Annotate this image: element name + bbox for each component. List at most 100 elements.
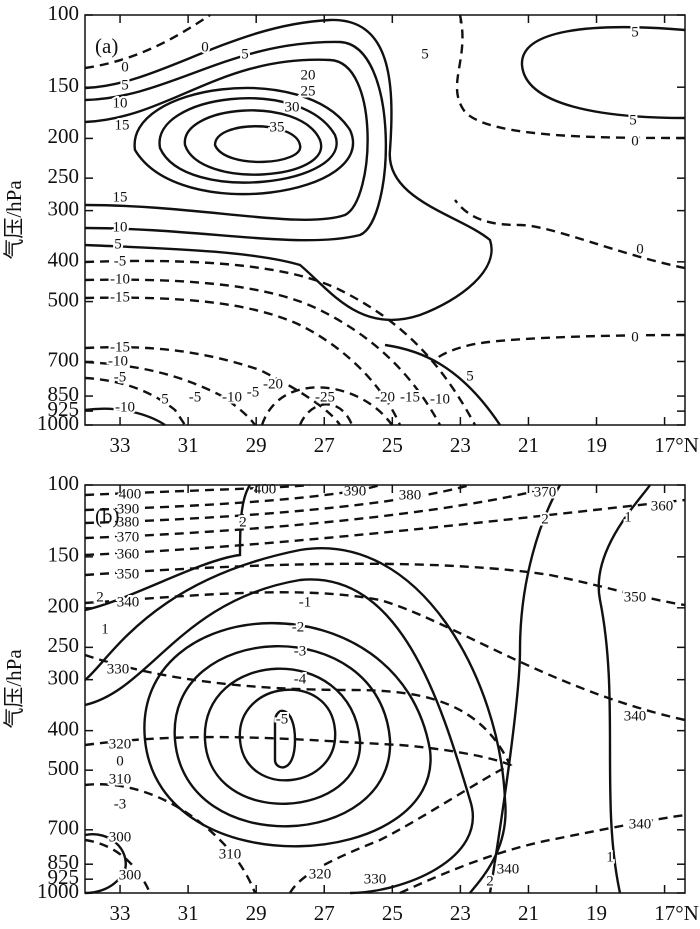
y-tick-label: 500 [48, 756, 80, 780]
contour-label: 400 [254, 481, 277, 497]
x-tick-label: 17°N [654, 901, 699, 925]
contour-label: -10 [222, 389, 242, 405]
y-tick-label: 200 [48, 594, 80, 618]
contour-line [84, 40, 388, 242]
contour-line [488, 484, 562, 894]
x-tick-label: 31 [178, 433, 199, 457]
contour-label: -5 [114, 369, 127, 385]
contour-line [273, 709, 297, 769]
y-tick-label: 300 [48, 196, 80, 220]
contour-line [173, 645, 392, 828]
contour-label: 5 [631, 24, 639, 40]
contour-label: 400 [119, 486, 142, 502]
contour-label: 340 [629, 816, 652, 832]
contour-label: 340 [624, 708, 647, 724]
contour-label: 0 [636, 241, 644, 257]
x-tick-label: 33 [110, 901, 131, 925]
contour-label: -5 [247, 384, 260, 400]
contour-line [434, 333, 686, 361]
contour-label: 380 [117, 514, 140, 530]
contour-label: 330 [364, 871, 387, 887]
contour-label: 1 [606, 849, 614, 865]
contour-label: 20 [301, 67, 316, 83]
contour-label: 340 [117, 594, 140, 610]
y-tick-label: 1000 [37, 411, 79, 435]
contour-line [84, 578, 474, 895]
contour-label: 370 [117, 529, 140, 545]
contour-label: 300 [119, 867, 142, 883]
y-tick-label: 200 [48, 124, 80, 148]
contour-line [399, 813, 686, 895]
contour-label: 0 [631, 133, 639, 149]
y-tick-label: 400 [48, 248, 80, 272]
plot-frame [84, 484, 686, 894]
contour-line [520, 26, 686, 120]
contour-label: -15 [400, 389, 420, 405]
x-tick-label: 17°N [654, 433, 699, 457]
y-tick-label: 850 [48, 850, 80, 874]
x-tick-label: 19 [586, 433, 607, 457]
contour-label: 0 [201, 39, 209, 55]
y-tick-label: 925 [48, 397, 80, 421]
contour-line [84, 259, 477, 426]
y-tick-label: 850 [48, 382, 80, 406]
x-tick-label: 31 [178, 901, 199, 925]
panel-label: (b) [95, 504, 120, 528]
contour-label: -4 [294, 671, 307, 687]
contour-label: 2 [541, 511, 549, 527]
contour-line [84, 14, 211, 70]
contour-label: -15 [110, 289, 130, 305]
contour-label: 360 [651, 498, 674, 514]
contour-label: 30 [285, 99, 300, 115]
contour-label: 5 [629, 112, 637, 128]
panel-label: (a) [95, 34, 118, 58]
x-tick-label: 23 [450, 901, 471, 925]
x-tick-label: 29 [246, 901, 267, 925]
contour-label: -10 [110, 271, 130, 287]
contour-line [84, 498, 686, 557]
contour-label: -15 [110, 339, 130, 355]
contour-line [84, 562, 686, 607]
contour-label: -1 [299, 594, 312, 610]
contour-label: -10 [115, 399, 135, 415]
contour-line [84, 407, 166, 426]
contour-line [454, 199, 686, 270]
contour-label: 390 [344, 483, 367, 499]
x-tick-label: 21 [518, 433, 539, 457]
x-tick-label: 25 [382, 433, 403, 457]
contour-label: -5 [189, 389, 202, 405]
contour-line [203, 667, 362, 805]
contour-line [84, 346, 341, 426]
x-tick-label: 19 [586, 901, 607, 925]
contour-line [384, 343, 501, 426]
contour-line [84, 547, 507, 894]
contour-line [597, 484, 651, 894]
contour-label: 2 [486, 873, 494, 889]
contour-label: 2 [96, 589, 104, 605]
y-tick-label: 700 [48, 816, 80, 840]
contour-line [298, 403, 354, 426]
contour-label: -3 [294, 643, 307, 659]
contour-label: 15 [113, 189, 128, 205]
contour-line [238, 688, 337, 782]
contour-label: 340 [497, 861, 520, 877]
contour-label: -25 [315, 389, 335, 405]
contour-line [84, 483, 381, 512]
contour-line [84, 735, 513, 894]
contour-label: 35 [270, 119, 285, 135]
y-tick-label: 1000 [37, 879, 79, 903]
contour-label: 2 [239, 514, 247, 530]
x-tick-label: 33 [110, 433, 131, 457]
contour-line [143, 622, 432, 848]
contour-line [183, 109, 323, 176]
y-axis-label: 气压/hPa [2, 180, 26, 260]
contour-label: 330 [107, 661, 130, 677]
contour-label: 1 [101, 621, 109, 637]
contour-label: 10 [113, 219, 128, 235]
y-tick-label: 400 [48, 716, 80, 740]
contour-line [455, 14, 686, 140]
x-tick-label: 25 [382, 901, 403, 925]
contour-line [84, 484, 252, 612]
contour-line [84, 376, 186, 426]
contour-line [84, 296, 402, 426]
